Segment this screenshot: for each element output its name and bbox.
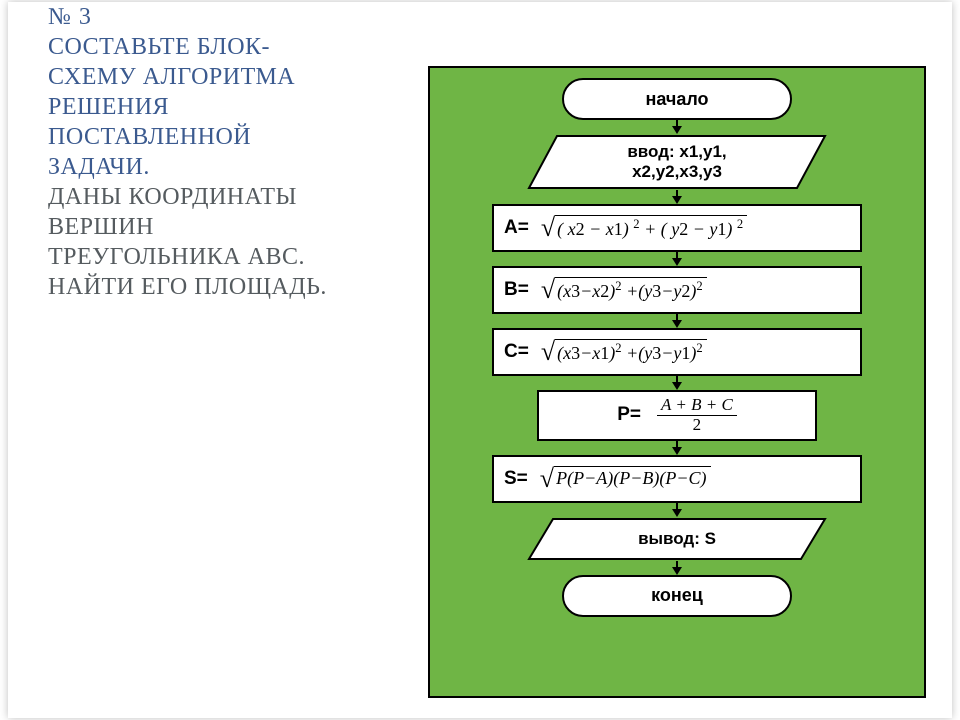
- arrow-icon: [672, 314, 682, 328]
- io-output: вывод: S: [527, 517, 827, 561]
- process-C: C= √ (x3−x1)2 +(y3−y1)2: [492, 328, 862, 376]
- title-line: СХЕМУ АЛГОРИТМА: [48, 62, 408, 92]
- terminator-start: начало: [562, 78, 792, 120]
- formula-body: P(P−A)(P−B)(P−C): [554, 466, 710, 492]
- arrow-icon: [672, 376, 682, 390]
- formula-body: (x3−x2)2 +(y3−y2)2: [555, 277, 707, 303]
- terminator-end: конец: [562, 575, 792, 617]
- terminator-label: начало: [645, 89, 708, 110]
- arrow-icon: [672, 561, 682, 575]
- task-number: № 3: [48, 2, 408, 32]
- io-input: ввод: x1,y1, x2,y2,x3,y3: [527, 134, 827, 190]
- process-S: S= √ P(P−A)(P−B)(P−C): [492, 455, 862, 503]
- title-line: ДАНЫ КООРДИНАТЫ: [48, 182, 408, 212]
- sqrt-icon: √ (x3−x2)2 +(y3−y2)2: [541, 277, 707, 303]
- process-P: P= A + B + C 2: [537, 390, 817, 441]
- process-A: A= √ ( x2 − x1) 2 + ( y2 − y1) 2: [492, 204, 862, 252]
- title-line: ПОСТАВЛЕННОЙ: [48, 122, 408, 152]
- title-line: РЕШЕНИЯ: [48, 92, 408, 122]
- formula-body: ( x2 − x1) 2 + ( y2 − y1) 2: [555, 215, 747, 241]
- formula-body: (x3−x1)2 +(y3−y1)2: [555, 339, 707, 365]
- io-line: ввод: x1,y1,: [627, 142, 726, 162]
- sqrt-icon: √ (x3−x1)2 +(y3−y1)2: [541, 339, 707, 365]
- process-lhs: S=: [504, 468, 528, 490]
- title-line: ВЕРШИН: [48, 212, 408, 242]
- fraction-icon: A + B + C 2: [657, 396, 737, 435]
- process-lhs: C=: [504, 341, 529, 363]
- flowchart: начало ввод: x1,y1, x2,y2,x3,y3 A= √: [430, 68, 924, 696]
- process-lhs: P=: [617, 404, 641, 426]
- io-line: x2,y2,x3,y3: [632, 162, 722, 182]
- arrow-icon: [672, 252, 682, 266]
- process-lhs: A=: [504, 217, 529, 239]
- io-text-content: вывод: S: [638, 529, 716, 548]
- title-line: НАЙТИ ЕГО ПЛОЩАДЬ.: [48, 272, 408, 302]
- arrow-icon: [672, 503, 682, 517]
- title-line: СОСТАВЬТЕ БЛОК-: [48, 32, 408, 62]
- process-B: B= √ (x3−x2)2 +(y3−y2)2: [492, 266, 862, 314]
- sqrt-icon: √ P(P−A)(P−B)(P−C): [540, 466, 711, 492]
- process-lhs: B=: [504, 279, 529, 301]
- arrow-icon: [672, 190, 682, 204]
- sqrt-icon: √ ( x2 − x1) 2 + ( y2 − y1) 2: [541, 215, 747, 241]
- flowchart-panel: начало ввод: x1,y1, x2,y2,x3,y3 A= √: [428, 66, 926, 698]
- title-line: ЗАДАЧИ.: [48, 152, 408, 182]
- fraction-denom: 2: [689, 416, 706, 435]
- terminator-label: конец: [651, 585, 703, 606]
- io-line: вывод: S: [638, 529, 716, 549]
- arrow-icon: [672, 120, 682, 134]
- title-line: ТРЕУГОЛЬНИКА ABC.: [48, 242, 408, 272]
- task-title: № 3 СОСТАВЬТЕ БЛОК- СХЕМУ АЛГОРИТМА РЕШЕ…: [48, 2, 408, 302]
- arrow-icon: [672, 441, 682, 455]
- fraction-numer: A + B + C: [657, 396, 737, 415]
